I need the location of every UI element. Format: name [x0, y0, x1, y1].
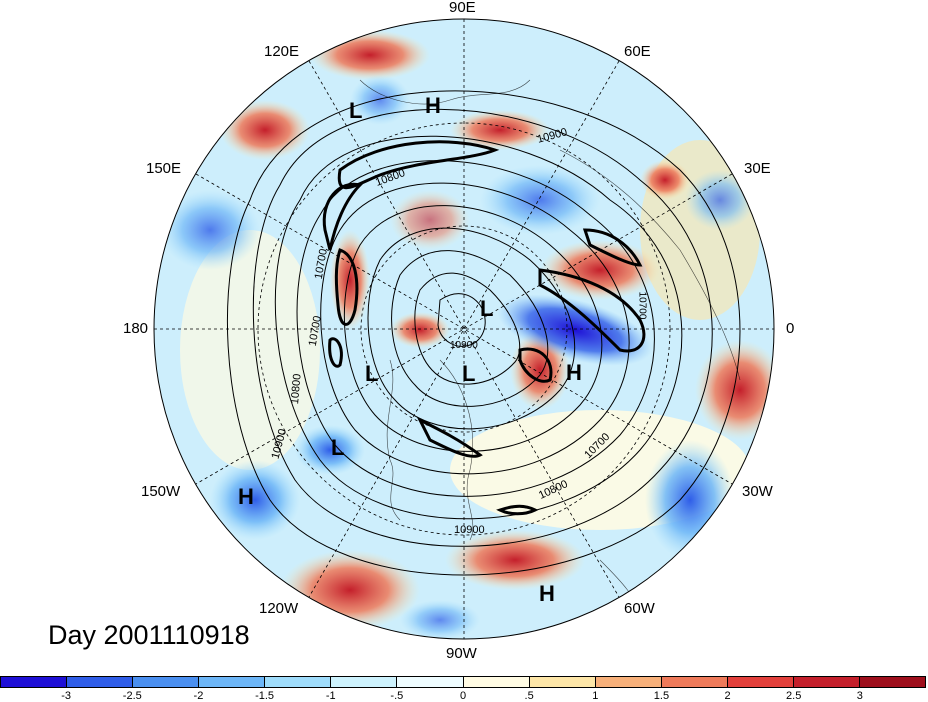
low-pressure-marker: L [331, 435, 345, 460]
colorbar-tick-label: -1.5 [255, 690, 275, 702]
low-pressure-marker: L [480, 296, 494, 321]
colorbar-swatch [595, 677, 662, 687]
colorbar-swatch [661, 677, 728, 687]
colorbar-swatch [331, 677, 398, 687]
colorbar-tick-label: 2 [724, 690, 731, 702]
colorbar-tick-label: .5 [524, 690, 534, 702]
lon-label-90e: 90E [449, 0, 476, 16]
low-pressure-marker: L [462, 361, 476, 386]
anomaly-field [154, 19, 774, 639]
lon-label-30e: 30E [744, 160, 771, 177]
colorbar-swatch [860, 677, 926, 687]
lon-label-0: 0 [786, 320, 795, 337]
contour-label: 10900 [450, 340, 478, 351]
colorbar-tick-label: 1 [592, 690, 599, 702]
colorbar-tick-label: -3 [61, 690, 72, 702]
lon-label-30w: 30W [742, 483, 773, 500]
high-pressure-marker: H [566, 360, 582, 385]
high-pressure-marker: H [238, 484, 254, 509]
colorbar-swatch [133, 677, 200, 687]
lon-label-60w: 60W [624, 600, 655, 617]
colorbar-tick-label: 3 [856, 690, 863, 702]
colorbar-swatch [199, 677, 266, 687]
lon-label-120e: 120E [264, 43, 300, 60]
colorbar-tick-label: 0 [459, 690, 467, 702]
high-pressure-marker: H [539, 581, 555, 606]
colorbar-swatch [265, 677, 332, 687]
high-pressure-marker: H [425, 93, 441, 118]
contour-label: 10700 [636, 291, 648, 320]
colorbar-swatch [1, 677, 68, 687]
colorbar-tick-label: 1.5 [653, 690, 670, 702]
low-pressure-marker: L [365, 361, 379, 386]
colorbar-tick-label: -1 [325, 690, 336, 702]
jet-contours [322, 140, 646, 516]
contour-label: 10900 [454, 524, 485, 536]
colorbar-swatch [397, 677, 464, 687]
colorbar-swatch [463, 677, 530, 687]
lon-label-120w: 120W [259, 600, 299, 617]
lon-label-180: 180 [123, 320, 149, 337]
colorbar-swatch [67, 677, 134, 687]
lon-label-150w: 150W [141, 483, 181, 500]
colorbar-swatch [727, 677, 794, 687]
map-boundary [153, 18, 775, 640]
colorbar-swatch [529, 677, 596, 687]
low-pressure-marker: L [349, 98, 363, 123]
height-contours [226, 90, 741, 576]
lon-label-90w: 90W [446, 645, 477, 662]
colorbar-tick-label: 2.5 [786, 690, 802, 702]
date-title: Day 2001110918 [48, 620, 250, 650]
colorbar-tick-label: -.5 [390, 690, 404, 702]
lon-label-60e: 60E [624, 43, 651, 60]
graticule [154, 19, 774, 639]
colorbar-tick-label: -2.5 [122, 690, 142, 702]
coastlines [359, 79, 741, 621]
colorbar-swatch [793, 677, 861, 687]
colorbar-tick-label: -2 [193, 690, 204, 702]
colorbar [0, 676, 926, 688]
lon-label-150e: 150E [146, 160, 182, 177]
